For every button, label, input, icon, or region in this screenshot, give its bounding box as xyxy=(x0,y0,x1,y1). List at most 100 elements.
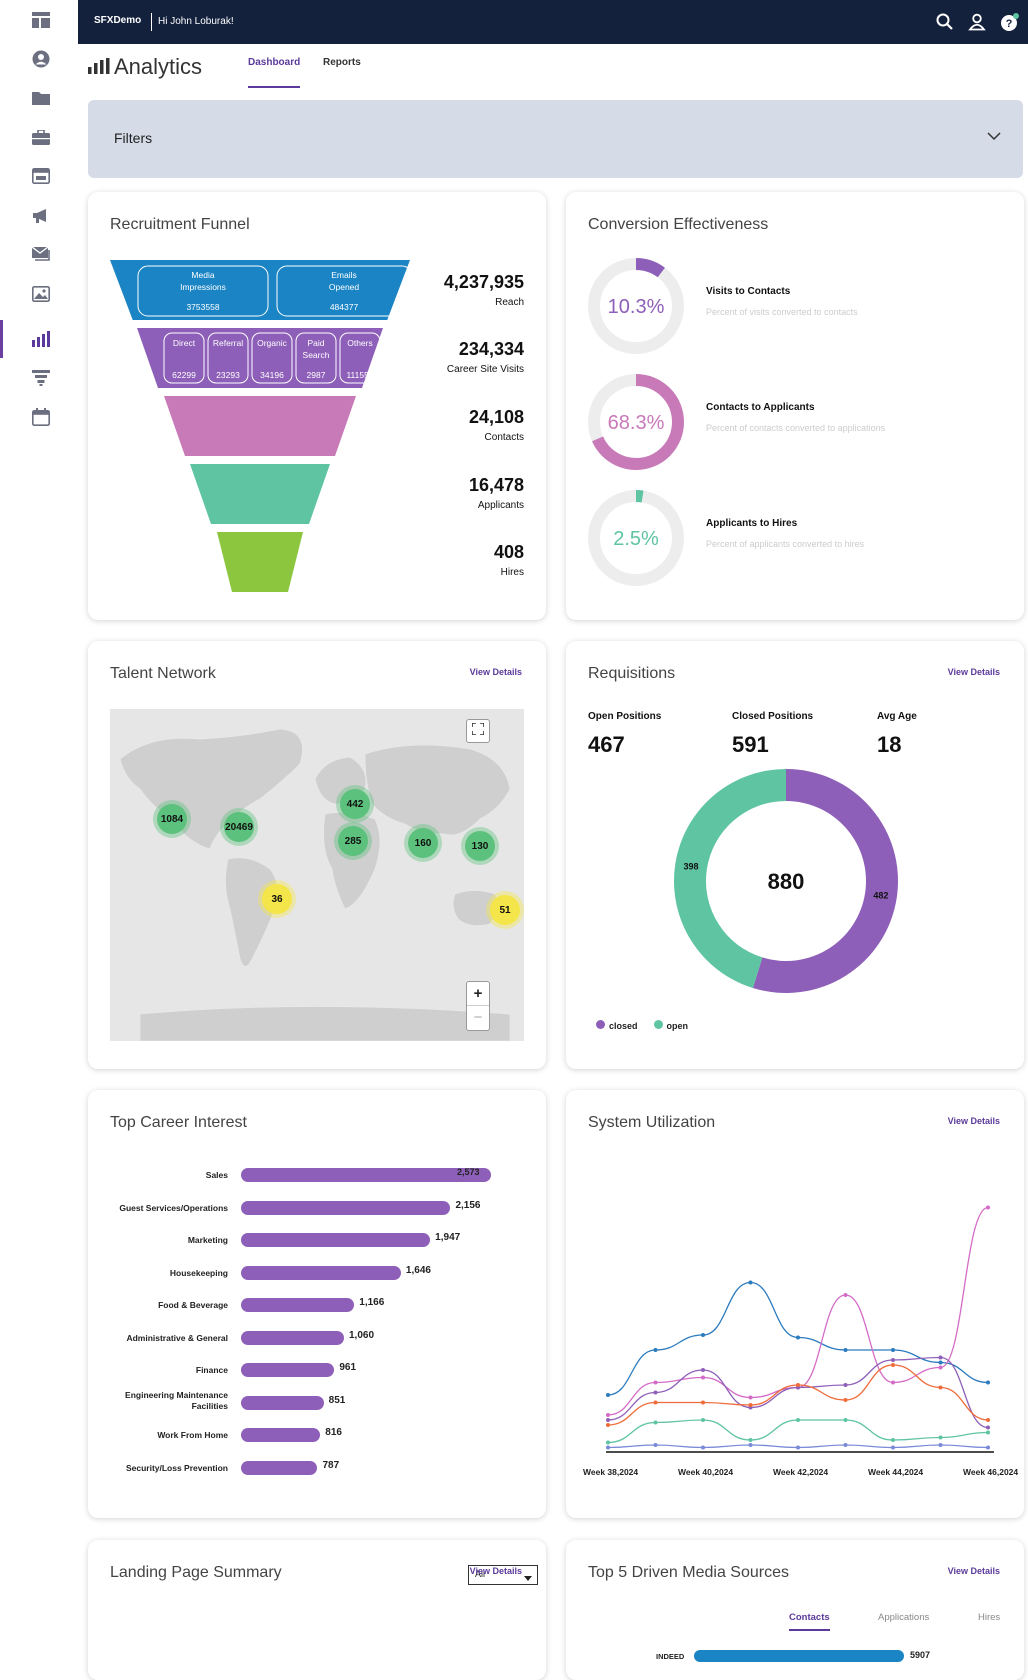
landing-page-summary-card: Landing Page Summary All View Details xyxy=(88,1540,546,1680)
user-account-icon[interactable] xyxy=(967,12,987,32)
bar-row: Food & Beverage 1,166 xyxy=(88,1295,518,1315)
bar[interactable] xyxy=(241,1460,318,1475)
brand-name[interactable]: SFXDemo xyxy=(94,15,142,26)
map-cluster-marker[interactable]: 130 xyxy=(465,831,495,861)
line-point xyxy=(701,1375,705,1380)
funnel-stage-applicants xyxy=(190,464,330,524)
map-cluster-marker[interactable]: 51 xyxy=(490,895,520,925)
map-cluster-marker[interactable]: 1084 xyxy=(157,804,187,834)
conversion-row: 2.5% Applicants to Hires Percent of appli… xyxy=(586,488,986,588)
view-details-link[interactable]: View Details xyxy=(947,1566,1000,1576)
landing-filter-select[interactable]: All xyxy=(468,1565,538,1585)
bar-row: Administrative & General 1,060 xyxy=(88,1328,518,1348)
line-point xyxy=(653,1348,658,1352)
bar[interactable] xyxy=(241,1168,491,1182)
x-tick-label: Week 46,2024 xyxy=(963,1467,1019,1477)
funnel-stage-reach xyxy=(110,260,410,320)
source-label: Direct xyxy=(173,338,196,348)
bar[interactable] xyxy=(241,1265,401,1280)
chevron-down-icon[interactable] xyxy=(987,128,1001,146)
line-point xyxy=(653,1380,658,1385)
tab-reports[interactable]: Reports xyxy=(323,57,361,68)
bar[interactable] xyxy=(241,1395,324,1410)
ring-percent: 10.3% xyxy=(608,296,665,318)
search-icon[interactable] xyxy=(935,12,955,32)
map-cluster-marker[interactable]: 285 xyxy=(338,826,368,856)
view-details-link[interactable]: View Details xyxy=(947,1116,1000,1126)
bar-value-label: 851 xyxy=(328,1394,346,1406)
analytics-logo-icon xyxy=(88,54,110,80)
bar[interactable] xyxy=(241,1428,321,1442)
line-point xyxy=(986,1445,990,1450)
bar[interactable] xyxy=(241,1330,344,1345)
map-cluster-marker[interactable]: 20469 xyxy=(224,812,254,842)
funnel-stat-hires: 408 Hires xyxy=(493,542,524,578)
ring-progress xyxy=(588,258,684,354)
bar[interactable] xyxy=(241,1363,335,1377)
conversion-title: Contacts to Applicants xyxy=(706,402,815,413)
bar[interactable] xyxy=(241,1298,355,1312)
tab-hires[interactable]: Hires xyxy=(978,1612,1001,1623)
line-point xyxy=(843,1348,848,1352)
map-cluster-marker[interactable]: 442 xyxy=(340,789,370,819)
fullscreen-icon xyxy=(471,722,485,740)
x-tick-label: Week 42,2024 xyxy=(773,1467,829,1477)
line-point xyxy=(986,1418,990,1422)
source-label: Search xyxy=(303,350,330,360)
dashboard-layout-icon[interactable] xyxy=(29,8,53,32)
conversion-subtitle: Percent of applicants converted to hires xyxy=(706,539,865,549)
briefcase-icon[interactable] xyxy=(29,125,53,149)
tab-dashboard[interactable]: Dashboard xyxy=(248,57,301,88)
help-icon[interactable]: ? xyxy=(999,12,1019,32)
line-point xyxy=(748,1280,753,1285)
media-source-label: INDEED xyxy=(656,1652,685,1661)
calendar-icon[interactable] xyxy=(29,405,53,429)
left-sidebar xyxy=(0,0,78,1664)
tab-contacts[interactable]: Contacts xyxy=(789,1612,830,1631)
source-value: 62299 xyxy=(172,370,196,380)
map-cluster-marker[interactable]: 160 xyxy=(408,828,438,858)
zoom-out-button[interactable]: − xyxy=(473,1009,483,1026)
funnel-graphic: Media Impressions 3753558 Emails Opened … xyxy=(110,260,410,592)
line-point xyxy=(843,1443,848,1447)
source-label: Organic xyxy=(257,338,288,348)
ring-percent: 68.3% xyxy=(608,412,665,434)
filters-panel[interactable]: Filters xyxy=(88,100,1023,178)
conversion-row: 68.3% Contacts to Applicants Percent of c… xyxy=(586,372,986,472)
x-tick-label: Week 40,2024 xyxy=(678,1467,734,1477)
select-value: All xyxy=(475,1569,486,1579)
bar[interactable] xyxy=(241,1200,451,1215)
donut-center-total: 880 xyxy=(768,869,805,894)
legend-closed[interactable]: closed xyxy=(596,1020,638,1031)
bar-row: Marketing 1,947 xyxy=(88,1230,518,1250)
system-utilization-card: System Utilization View Details Week 38,… xyxy=(566,1090,1024,1518)
bar[interactable] xyxy=(241,1233,431,1247)
mail-stack-icon[interactable] xyxy=(29,243,53,267)
map-cluster-marker[interactable]: 36 xyxy=(262,884,292,914)
folder-icon[interactable] xyxy=(29,86,53,110)
view-details-link[interactable]: View Details xyxy=(469,1566,522,1576)
funnel-filter-icon[interactable] xyxy=(29,366,53,390)
tab-applications[interactable]: Applications xyxy=(878,1612,930,1623)
view-details-link[interactable]: View Details xyxy=(469,667,522,677)
funnel-stage-visits xyxy=(137,328,383,388)
source-label: Referral xyxy=(213,338,243,348)
source-value: 2987 xyxy=(307,370,326,380)
line-point xyxy=(701,1445,705,1450)
zoom-in-button[interactable]: + xyxy=(467,982,489,1006)
view-details-link[interactable]: View Details xyxy=(947,667,1000,677)
conversion-title: Applicants to Hires xyxy=(706,518,798,529)
world-map[interactable] xyxy=(110,709,524,1041)
top-box-label-1: Media xyxy=(191,270,214,280)
user-circle-icon[interactable] xyxy=(29,47,53,71)
megaphone-icon[interactable] xyxy=(29,204,53,228)
conversion-ring: 68.3% xyxy=(588,374,684,470)
image-icon[interactable] xyxy=(29,282,53,306)
bar-value-label: 816 xyxy=(325,1427,342,1438)
browser-window-icon[interactable] xyxy=(29,164,53,188)
legend-open[interactable]: open xyxy=(653,1020,688,1031)
analytics-bars-icon[interactable] xyxy=(29,327,53,351)
top-career-interest-card: Top Career Interest Sales 2,573 Guest Serv… xyxy=(88,1090,546,1518)
fullscreen-button[interactable] xyxy=(466,719,490,743)
bar-category-label: Housekeeping xyxy=(169,1267,228,1278)
